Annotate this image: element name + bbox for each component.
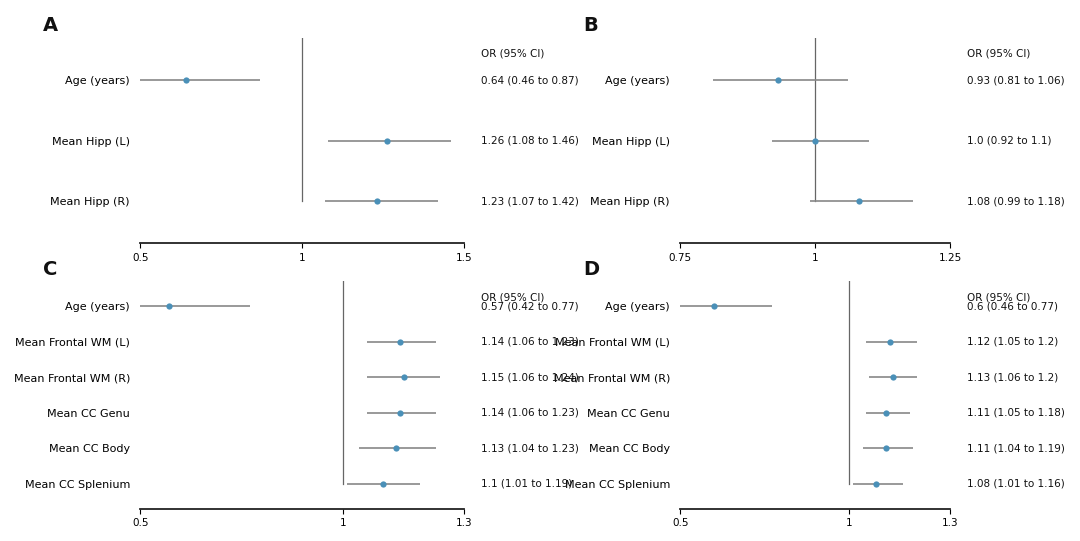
Text: 1.0 (0.92 to 1.1): 1.0 (0.92 to 1.1) [967,136,1051,146]
Text: 1.1 (1.01 to 1.19): 1.1 (1.01 to 1.19) [481,479,571,489]
Text: 1.14 (1.06 to 1.23): 1.14 (1.06 to 1.23) [481,408,579,418]
Text: D: D [583,260,599,279]
Text: OR (95% CI): OR (95% CI) [967,49,1030,58]
Text: 1.13 (1.06 to 1.2): 1.13 (1.06 to 1.2) [967,372,1057,382]
Text: 1.11 (1.04 to 1.19): 1.11 (1.04 to 1.19) [967,443,1065,453]
Text: C: C [43,260,57,279]
Text: 1.08 (0.99 to 1.18): 1.08 (0.99 to 1.18) [967,196,1065,206]
Text: OR (95% CI): OR (95% CI) [967,292,1030,302]
Text: 1.08 (1.01 to 1.16): 1.08 (1.01 to 1.16) [967,479,1065,489]
Text: A: A [43,16,58,35]
Text: 0.6 (0.46 to 0.77): 0.6 (0.46 to 0.77) [967,301,1057,311]
Text: 1.14 (1.06 to 1.23): 1.14 (1.06 to 1.23) [481,337,579,347]
Text: 0.93 (0.81 to 1.06): 0.93 (0.81 to 1.06) [967,75,1064,85]
Text: 0.64 (0.46 to 0.87): 0.64 (0.46 to 0.87) [481,75,578,85]
Text: 0.57 (0.42 to 0.77): 0.57 (0.42 to 0.77) [481,301,578,311]
Text: 1.23 (1.07 to 1.42): 1.23 (1.07 to 1.42) [481,196,579,206]
Text: 1.15 (1.06 to 1.24): 1.15 (1.06 to 1.24) [481,372,579,382]
Text: OR (95% CI): OR (95% CI) [481,49,544,58]
Text: 1.12 (1.05 to 1.2): 1.12 (1.05 to 1.2) [967,337,1057,347]
Text: 1.13 (1.04 to 1.23): 1.13 (1.04 to 1.23) [481,443,579,453]
Text: OR (95% CI): OR (95% CI) [481,292,544,302]
Text: 1.11 (1.05 to 1.18): 1.11 (1.05 to 1.18) [967,408,1065,418]
Text: B: B [583,16,598,35]
Text: 1.26 (1.08 to 1.46): 1.26 (1.08 to 1.46) [481,136,579,146]
